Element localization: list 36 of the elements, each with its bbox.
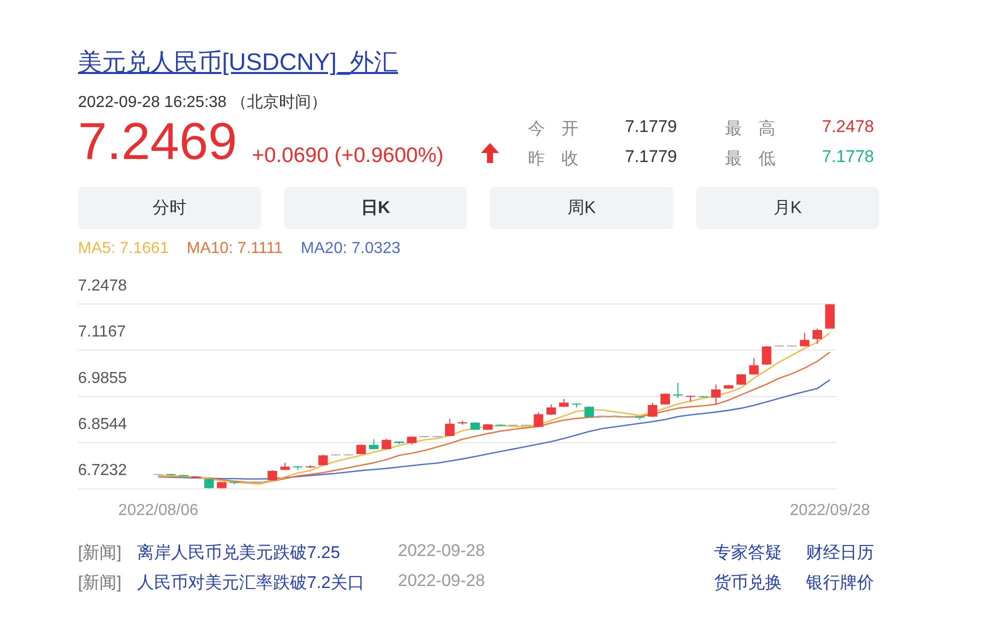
text: MA10: 7.1111 (186, 240, 283, 257)
text: 今 开 (528, 118, 585, 140)
chart-title: 美元兑人民币[USDCNY]_外汇 (78, 48, 398, 78)
text: 2022-09-28 (398, 571, 485, 591)
x-tick-label: 2022/08/06 (118, 502, 198, 519)
text: 日K (284, 187, 467, 229)
y-tick-label: 6.7232 (78, 462, 128, 480)
y-tick-label: 6.8544 (78, 416, 128, 433)
text: 最 高 (725, 118, 782, 140)
text: +0.0690 (+0.9600%) (252, 144, 444, 168)
y-tick-label: 7.1167 (78, 324, 126, 341)
text: 周K (490, 187, 673, 229)
chart-subtitle: 2022-09-28 16:25:38 （北京时间） (78, 92, 328, 113)
y-tick-label: 7.2478 (78, 277, 128, 294)
text: 财经日历 (806, 542, 874, 564)
text: [新闻] (78, 542, 122, 564)
text: 7.2469 (78, 112, 238, 172)
text: 昨 收 (528, 148, 585, 170)
text: 7.2478 (822, 117, 874, 137)
text: 7.1779 (625, 147, 677, 167)
text: 人民币对美元汇率跌破7.2关口 (137, 572, 365, 594)
text: 月K (696, 187, 879, 229)
text: 银行牌价 (806, 572, 874, 594)
y-tick-label: 6.9855 (78, 370, 128, 387)
text: MA20: 7.0323 (300, 240, 400, 257)
text: [新闻] (78, 572, 122, 594)
text: 离岸人民币兑美元跌破7.25 (137, 542, 340, 564)
x-tick-label: 2022/09/28 (790, 502, 870, 519)
text: 专家答疑 (714, 542, 782, 564)
text: MA5: 7.1661 (78, 240, 169, 257)
text: 分时 (78, 187, 261, 229)
text: 最 低 (725, 148, 782, 170)
text: 2022-09-28 (398, 541, 485, 561)
text: 7.1779 (625, 117, 677, 137)
text: 7.1778 (822, 147, 874, 167)
text: 货币兑换 (714, 572, 782, 594)
